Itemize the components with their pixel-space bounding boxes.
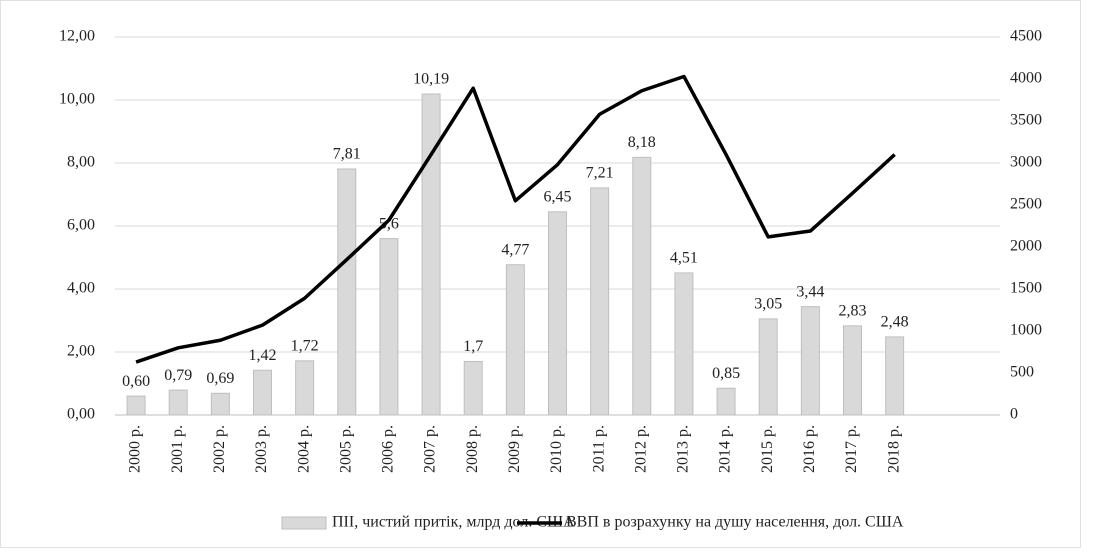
y-tick-label: 10,00: [59, 91, 95, 108]
x-tick-label: 2017 р.: [843, 425, 860, 473]
bar: [505, 264, 525, 416]
y2-tick-label: 500: [1010, 364, 1034, 381]
bar: [126, 395, 146, 416]
x-tick-label: 2006 р.: [380, 425, 397, 473]
bar: [253, 369, 272, 416]
x-tick-label: 2004 р.: [295, 425, 312, 473]
y2-tick-label: 4500: [1010, 28, 1042, 45]
data-label: 1,72: [291, 337, 319, 354]
data-label: 4,51: [670, 250, 698, 267]
data-label: 0,79: [164, 367, 192, 384]
x-tick-label: 2010 р.: [548, 425, 565, 473]
bar: [295, 360, 315, 416]
data-label: 6,45: [544, 188, 572, 205]
data-label: 3,44: [796, 283, 824, 300]
bar: [632, 156, 652, 416]
data-label: 2,48: [881, 314, 909, 331]
data-label: 1,7: [463, 338, 483, 355]
y2-tick-label: 1000: [1010, 322, 1042, 339]
y2-tick-label: 3000: [1010, 154, 1042, 171]
x-tick-label: 2015 р.: [759, 425, 776, 473]
bar: [716, 387, 736, 416]
bar: [674, 272, 694, 416]
x-tick-label: 2014 р.: [717, 425, 734, 473]
x-tick-label: 2002 р.: [211, 425, 228, 473]
data-label: 7,21: [586, 165, 614, 182]
data-label: 1,42: [249, 347, 277, 364]
bar: [843, 325, 862, 416]
y2-tick-label: 0: [1010, 406, 1018, 423]
data-label: 7,81: [333, 146, 361, 163]
y2-tick-label: 1500: [1010, 280, 1042, 297]
x-tick-label: 2001 р.: [169, 425, 186, 473]
data-label: 3,05: [754, 296, 782, 313]
x-tick-label: 2000 р.: [127, 425, 144, 473]
y2-tick-label: 2000: [1010, 238, 1042, 255]
bar: [379, 238, 399, 416]
data-label: 2,83: [839, 303, 867, 320]
x-tick-label: 2008 р.: [464, 425, 481, 473]
y-tick-label: 2,00: [67, 343, 95, 360]
x-tick-label: 2011 р.: [590, 425, 607, 472]
x-tick-label: 2007 р.: [422, 425, 439, 473]
legend-swatch: [281, 516, 327, 530]
x-tick-label: 2009 р.: [506, 425, 523, 473]
x-tick-label: 2013 р.: [675, 425, 692, 473]
data-label: 0,60: [122, 373, 150, 390]
x-tick-label: 2016 р.: [801, 425, 818, 473]
bar: [548, 211, 567, 416]
data-label: 0,69: [206, 370, 234, 387]
data-label: 5,6: [379, 215, 399, 232]
x-tick-label: 2005 р.: [337, 425, 354, 473]
line: [135, 74, 896, 364]
bar: [800, 306, 820, 416]
data-label: 8,18: [628, 134, 656, 151]
y2-tick-label: 3500: [1010, 112, 1042, 129]
data-label: 4,77: [501, 241, 529, 258]
y-tick-label: 0,00: [67, 406, 95, 423]
bar: [758, 318, 778, 416]
x-tick-label: 2018 р.: [885, 425, 902, 473]
y-tick-label: 6,00: [67, 217, 95, 234]
bar: [590, 187, 610, 416]
y2-tick-label: 4000: [1010, 70, 1042, 87]
legend-label: ВВП в розрахунку на душу населення, дол.…: [566, 514, 904, 531]
y-tick-label: 12,00: [59, 28, 95, 45]
bar: [463, 360, 483, 416]
y2-tick-label: 2500: [1010, 196, 1042, 213]
bar: [885, 336, 905, 416]
x-tick-label: 2012 р.: [632, 425, 649, 473]
data-label: 10,19: [413, 71, 449, 88]
bar: [337, 168, 357, 416]
bar: [168, 389, 188, 416]
chart-border: [0, 0, 1081, 548]
y-tick-label: 8,00: [67, 154, 95, 171]
data-label: 0,85: [712, 365, 740, 382]
legend-label: ПІІ, чистий притік, млрд дол. США: [332, 514, 575, 531]
bar: [210, 392, 230, 416]
y-tick-label: 4,00: [67, 280, 95, 297]
x-tick-label: 2003 р.: [253, 425, 270, 473]
